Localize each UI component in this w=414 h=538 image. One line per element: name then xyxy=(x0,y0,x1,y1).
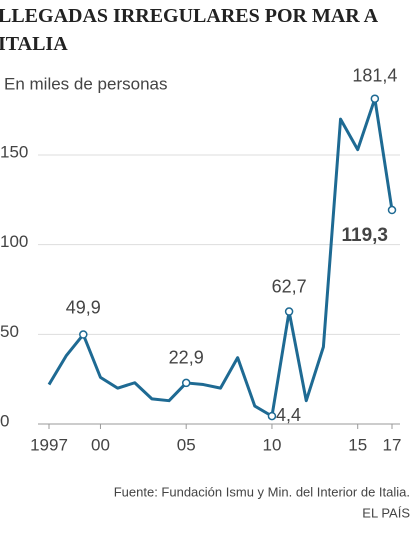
value-label: 22,9 xyxy=(169,348,204,368)
credit: EL PAÍS xyxy=(362,505,410,520)
x-tick-label: 15 xyxy=(348,435,367,454)
chart-title: LLEGADAS IRREGULARES POR MAR A ITALIA xyxy=(0,5,377,55)
value-label: 181,4 xyxy=(352,65,397,85)
value-label: 4,4 xyxy=(276,405,301,425)
value-label: 119,3 xyxy=(342,225,389,246)
y-tick-label: 0 xyxy=(0,411,9,430)
x-tick-label: 05 xyxy=(177,435,196,454)
source: Fuente: Fundación Ismu y Min. del Interi… xyxy=(114,484,410,499)
subtitle: En miles de personas xyxy=(4,74,167,93)
y-tick-label: 150 xyxy=(0,142,28,161)
point xyxy=(387,205,397,215)
x-tick-label: 1997 xyxy=(30,435,68,454)
point xyxy=(284,307,294,316)
point xyxy=(79,330,88,339)
x-tick-label: 10 xyxy=(262,435,281,454)
value-label: 49,9 xyxy=(66,297,101,317)
line xyxy=(47,97,394,418)
point xyxy=(370,94,380,103)
y-tick-label: 100 xyxy=(0,232,28,251)
point xyxy=(181,378,191,388)
x-tick-label: 00 xyxy=(91,435,110,454)
y-tick-label: 50 xyxy=(0,322,19,341)
x-tick-label: 17 xyxy=(383,435,402,454)
point xyxy=(267,411,277,421)
value-label: 62,7 xyxy=(272,276,307,296)
